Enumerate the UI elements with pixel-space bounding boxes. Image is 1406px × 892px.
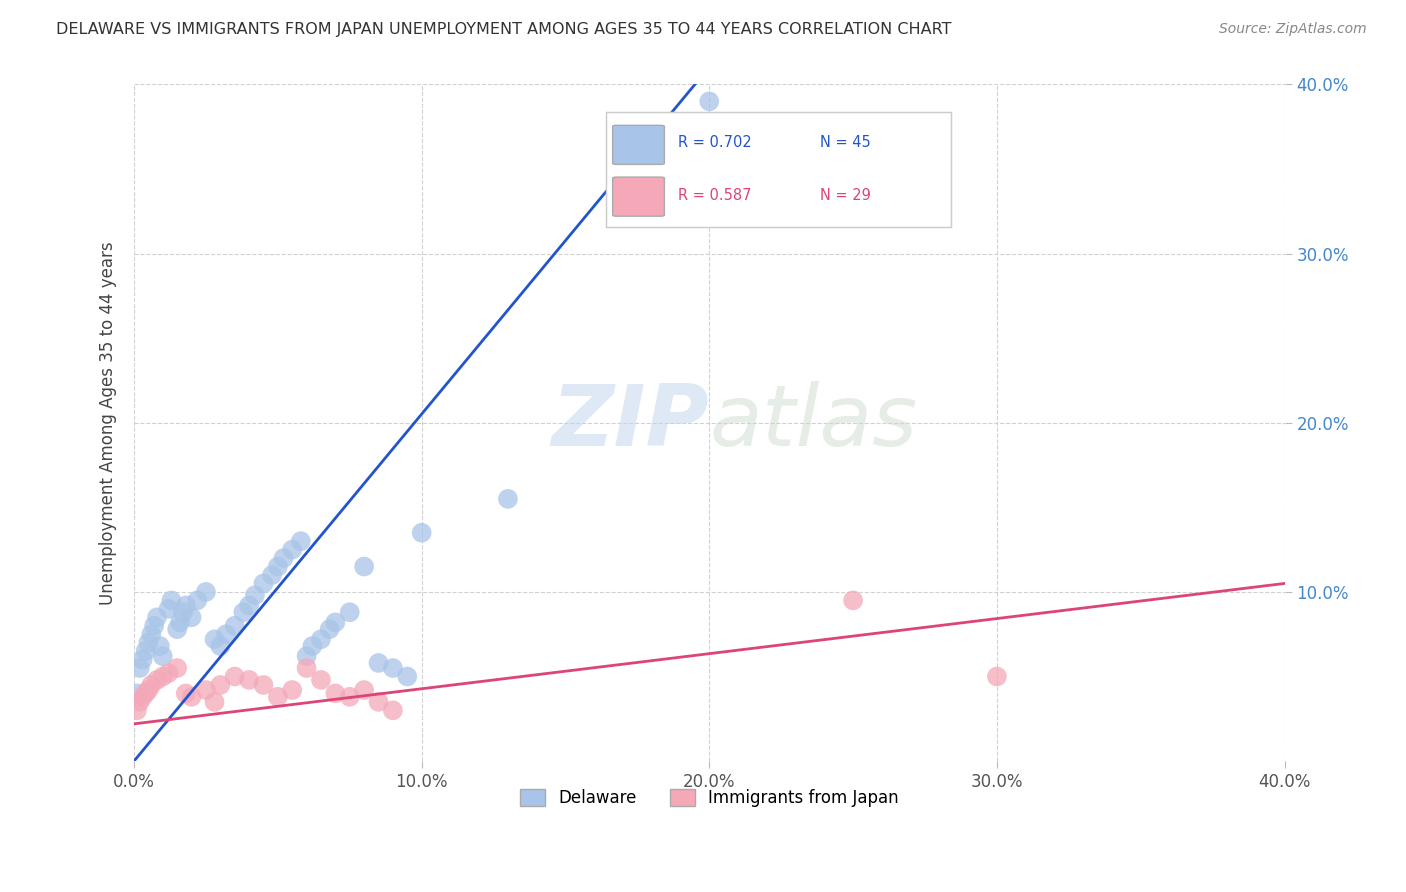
Point xyxy=(135,686,157,700)
Point xyxy=(138,635,160,649)
Legend: Delaware, Immigrants from Japan: Delaware, Immigrants from Japan xyxy=(513,782,905,814)
Point xyxy=(367,695,389,709)
Point xyxy=(128,695,150,709)
Point xyxy=(252,678,274,692)
Point xyxy=(141,627,163,641)
Point xyxy=(204,632,226,647)
Point xyxy=(325,686,347,700)
Point xyxy=(180,690,202,704)
Point xyxy=(986,669,1008,683)
Point xyxy=(209,639,232,653)
Point xyxy=(194,585,217,599)
Point xyxy=(238,673,260,687)
Text: atlas: atlas xyxy=(709,381,917,464)
Point xyxy=(194,683,217,698)
Point xyxy=(281,542,304,557)
Point xyxy=(172,605,194,619)
Point xyxy=(301,639,323,653)
Point xyxy=(697,95,720,109)
Point xyxy=(174,686,197,700)
Point xyxy=(166,661,188,675)
Point xyxy=(209,678,232,692)
Point xyxy=(318,622,340,636)
Point xyxy=(309,632,332,647)
Point xyxy=(367,656,389,670)
Point xyxy=(411,525,433,540)
Point xyxy=(396,669,419,683)
Text: DELAWARE VS IMMIGRANTS FROM JAPAN UNEMPLOYMENT AMONG AGES 35 TO 44 YEARS CORRELA: DELAWARE VS IMMIGRANTS FROM JAPAN UNEMPL… xyxy=(56,22,952,37)
Point xyxy=(238,599,260,613)
Point xyxy=(157,602,180,616)
Point xyxy=(125,703,148,717)
Point xyxy=(186,593,208,607)
Text: Source: ZipAtlas.com: Source: ZipAtlas.com xyxy=(1219,22,1367,37)
Point xyxy=(232,605,254,619)
Point xyxy=(295,661,318,675)
Point xyxy=(157,666,180,681)
Point xyxy=(381,703,404,717)
Point xyxy=(339,605,361,619)
Point xyxy=(146,673,169,687)
Point xyxy=(135,644,157,658)
Point xyxy=(149,639,172,653)
Point xyxy=(243,588,266,602)
Point xyxy=(290,534,312,549)
Point xyxy=(125,686,148,700)
Point xyxy=(381,661,404,675)
Point xyxy=(339,690,361,704)
Point xyxy=(152,649,174,664)
Point xyxy=(166,622,188,636)
Point xyxy=(252,576,274,591)
Point xyxy=(496,491,519,506)
Point xyxy=(262,568,284,582)
Point xyxy=(143,619,166,633)
Point xyxy=(267,559,290,574)
Point xyxy=(842,593,865,607)
Point xyxy=(131,690,153,704)
Point xyxy=(295,649,318,664)
Y-axis label: Unemployment Among Ages 35 to 44 years: Unemployment Among Ages 35 to 44 years xyxy=(100,241,117,605)
Point xyxy=(273,551,295,566)
Point xyxy=(138,683,160,698)
Point xyxy=(215,627,238,641)
Point xyxy=(141,678,163,692)
Point xyxy=(146,610,169,624)
Point xyxy=(309,673,332,687)
Point xyxy=(204,695,226,709)
Text: ZIP: ZIP xyxy=(551,381,709,464)
Point xyxy=(174,599,197,613)
Point xyxy=(152,669,174,683)
Point xyxy=(325,615,347,630)
Point xyxy=(131,652,153,666)
Point xyxy=(281,683,304,698)
Point xyxy=(169,615,191,630)
Point xyxy=(224,669,246,683)
Point xyxy=(224,619,246,633)
Point xyxy=(160,593,183,607)
Point xyxy=(353,683,375,698)
Point xyxy=(128,661,150,675)
Point xyxy=(180,610,202,624)
Point xyxy=(353,559,375,574)
Point xyxy=(267,690,290,704)
